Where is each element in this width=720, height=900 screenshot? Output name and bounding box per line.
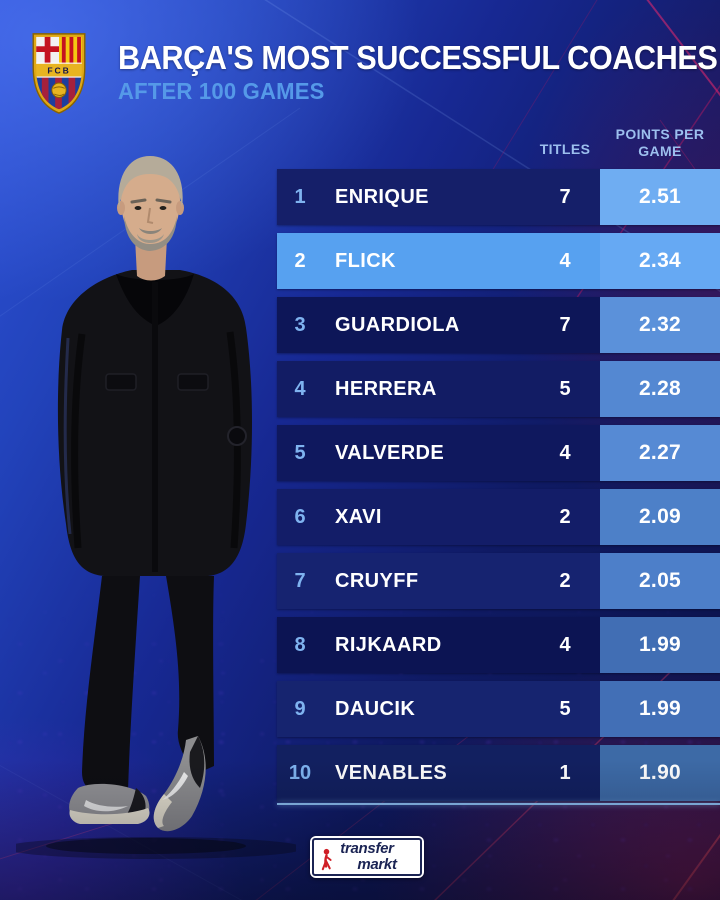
header-titles: BARÇA'S MOST SUCCESSFUL COACHES AFTER 10… <box>118 39 720 105</box>
jacket <box>57 270 253 576</box>
page-subtitle: AFTER 100 GAMES <box>118 78 325 104</box>
fcb-crest: FCB <box>32 33 86 114</box>
table-rows: 1 ENRIQUE 7 2.51 2 FLICK 4 2.34 3 GUARDIOLA 7 2.32 4… <box>277 169 720 801</box>
titles-value: 4 <box>559 441 571 464</box>
transfermarkt-logo: transfer markt <box>310 836 424 878</box>
rank-cell: 6 <box>294 505 306 528</box>
bottom-vignette <box>0 760 720 900</box>
table-underline <box>277 803 720 805</box>
ppg-cell: 2.27 <box>600 425 720 481</box>
coach-name: RIJKAARD <box>335 633 442 656</box>
ppg-value: 2.05 <box>638 569 682 592</box>
table-row: 1 ENRIQUE 7 2.51 <box>277 169 720 225</box>
coach-name: VENABLES <box>335 745 447 801</box>
rank-cell: 3 <box>294 313 306 336</box>
ppg-value: 1.99 <box>638 633 682 656</box>
ppg-cell: 2.32 <box>600 297 720 353</box>
table-row: 4 HERRERA 5 2.28 <box>277 361 720 417</box>
coach-photo <box>16 156 296 859</box>
titles-value: 7 <box>559 185 571 208</box>
rank-cell: 2 <box>294 249 306 272</box>
ppg-cell: 1.90 <box>600 745 720 801</box>
table-row: 7 CRUYFF 2 2.05 <box>277 553 720 609</box>
titles-value: 5 <box>559 697 571 720</box>
rank-cell: 1 <box>294 185 306 208</box>
rank-cell: 10 <box>277 745 323 801</box>
transfermarkt-logo-frame: transfer markt <box>312 838 422 876</box>
transfermarkt-word-bottom: markt <box>357 856 397 873</box>
titles-value: 2 <box>559 505 571 528</box>
crest-label: FCB <box>47 65 70 75</box>
ppg-value: 2.34 <box>638 249 682 272</box>
column-header-ppg-line2: GAME <box>638 143 682 159</box>
column-header-ppg-line1: POINTS PER <box>615 126 705 142</box>
coach-name: GUARDIOLA <box>335 313 460 336</box>
ppg-cell: 1.99 <box>600 681 720 737</box>
coach-name: FLICK <box>335 249 396 272</box>
ppg-cell: 2.28 <box>600 361 720 417</box>
ppg-value: 2.09 <box>638 505 682 528</box>
coach-name: CRUYFF <box>335 569 419 592</box>
transfermarkt-runner-icon <box>321 848 332 871</box>
ppg-cell: 2.51 <box>600 169 720 225</box>
table-row: 10VENABLES 1 1.90 <box>277 745 720 801</box>
coach-name: ENRIQUE <box>335 185 429 208</box>
titles-value: 2 <box>559 569 571 592</box>
right-leg <box>153 576 214 832</box>
column-header-ppg: POINTS PER GAME <box>600 126 720 160</box>
titles-value: 4 <box>559 633 571 656</box>
table-row: 3 GUARDIOLA 7 2.32 <box>277 297 720 353</box>
table-row: 2 FLICK 4 2.34 <box>277 233 720 289</box>
rank-cell: 4 <box>294 377 306 400</box>
rank-cell: 8 <box>294 633 306 656</box>
coach-name: DAUCIK <box>335 697 416 720</box>
ppg-cell: 2.05 <box>600 553 720 609</box>
titles-value: 1 <box>539 745 591 801</box>
coach-name: VALVERDE <box>335 441 445 464</box>
rank-cell: 9 <box>294 697 306 720</box>
left-leg <box>69 576 150 824</box>
column-header-titles: TITLES <box>539 141 591 157</box>
titles-value: 5 <box>559 377 571 400</box>
ppg-cell: 2.34 <box>600 233 720 289</box>
ppg-value: 2.32 <box>638 313 682 336</box>
table-row: 5 VALVERDE 4 2.27 <box>277 425 720 481</box>
ppg-value: 2.27 <box>638 441 682 464</box>
rank-cell: 7 <box>294 569 306 592</box>
ppg-value: 2.51 <box>638 185 682 208</box>
ppg-cell: 1.99 <box>600 617 720 673</box>
ppg-value: 1.90 <box>639 761 681 785</box>
table-row: 9 DAUCIK 5 1.99 <box>277 681 720 737</box>
coach-name: XAVI <box>335 505 382 528</box>
ppg-cell: 2.09 <box>600 489 720 545</box>
titles-value: 4 <box>559 249 571 272</box>
ppg-value: 2.28 <box>638 377 682 400</box>
head <box>117 156 184 281</box>
ppg-value: 1.99 <box>638 697 682 720</box>
rank-cell: 5 <box>294 441 306 464</box>
table-row: 8 RIJKAARD 4 1.99 <box>277 617 720 673</box>
table-row: 6 XAVI 2 2.09 <box>277 489 720 545</box>
transfermarkt-word-top: transfer <box>340 840 394 857</box>
page-title: BARÇA'S MOST SUCCESSFUL COACHES <box>118 39 718 76</box>
coach-name: HERRERA <box>335 377 437 400</box>
titles-value: 7 <box>559 313 571 336</box>
